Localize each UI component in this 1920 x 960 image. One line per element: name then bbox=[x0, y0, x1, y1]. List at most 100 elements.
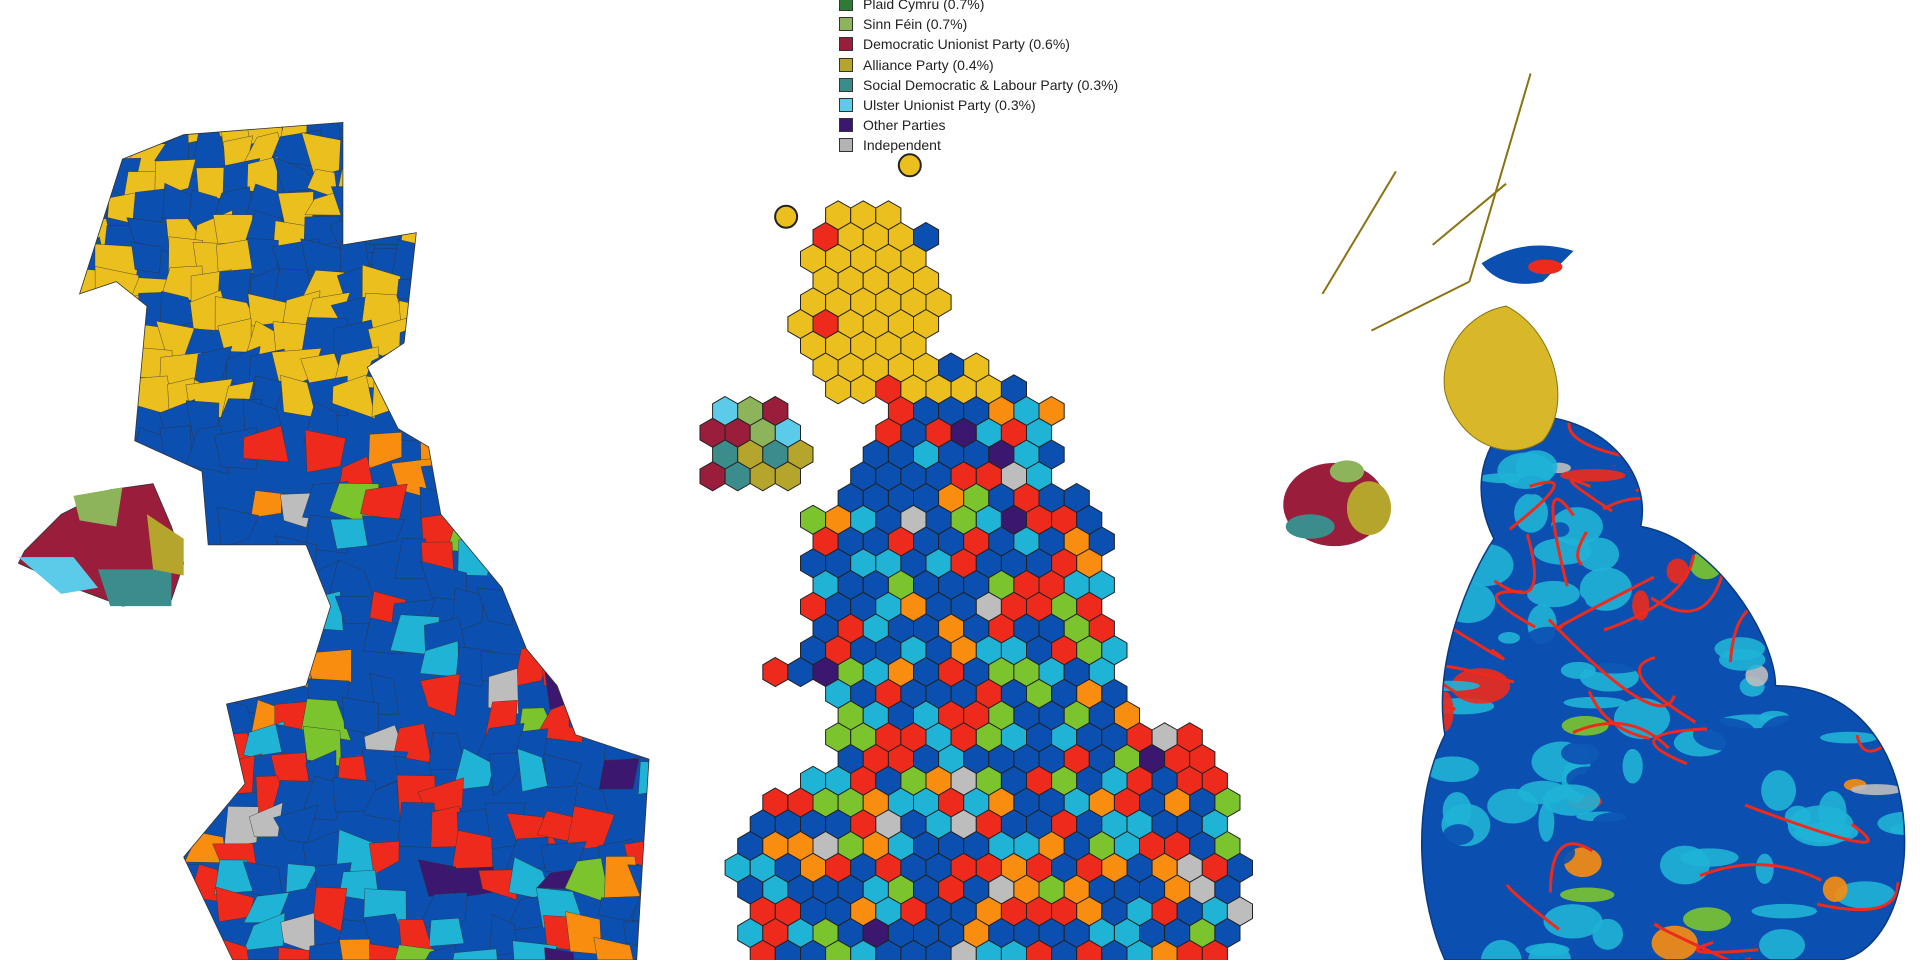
constituency bbox=[539, 265, 580, 305]
constituency bbox=[188, 544, 229, 579]
legend-label: Sinn Féin (0.7%) bbox=[863, 16, 968, 33]
blob bbox=[1579, 567, 1632, 611]
blob bbox=[1613, 698, 1671, 740]
constituency bbox=[397, 801, 439, 848]
constituency bbox=[456, 459, 499, 496]
constituency bbox=[107, 668, 134, 710]
constituency bbox=[131, 241, 162, 274]
legend-swatch bbox=[839, 77, 853, 92]
constituency bbox=[476, 587, 514, 626]
constituency bbox=[520, 540, 553, 570]
constituency bbox=[540, 599, 571, 630]
constituency bbox=[488, 752, 528, 797]
blob bbox=[1518, 780, 1569, 805]
constituency bbox=[572, 425, 604, 467]
blob bbox=[1906, 438, 1920, 459]
blob bbox=[1721, 415, 1763, 437]
scotland-bulb bbox=[1443, 305, 1559, 451]
constituency bbox=[154, 806, 196, 848]
constituency bbox=[604, 724, 644, 763]
constituency bbox=[155, 654, 200, 676]
ni-part bbox=[98, 569, 172, 607]
blob bbox=[1759, 715, 1812, 759]
constituency bbox=[79, 700, 109, 733]
constituency bbox=[541, 220, 585, 258]
constituency bbox=[601, 640, 636, 688]
constituency bbox=[422, 344, 468, 393]
constituency bbox=[337, 168, 378, 194]
constituency bbox=[505, 265, 550, 306]
constituency bbox=[541, 488, 577, 519]
constituency bbox=[98, 894, 142, 932]
constituency bbox=[276, 619, 318, 662]
constituency bbox=[242, 425, 289, 463]
constituency bbox=[191, 942, 223, 960]
blob bbox=[1759, 929, 1806, 960]
legend-swatch bbox=[839, 57, 853, 72]
red-seam bbox=[1885, 442, 1905, 485]
constituency bbox=[509, 250, 548, 276]
constituency bbox=[603, 669, 644, 704]
constituency bbox=[94, 398, 138, 440]
blob bbox=[1788, 641, 1830, 669]
constituency bbox=[572, 266, 615, 312]
constituency bbox=[624, 506, 650, 553]
constituency bbox=[454, 169, 497, 198]
constituency bbox=[250, 490, 282, 519]
constituency bbox=[79, 379, 109, 412]
constituency bbox=[487, 122, 521, 146]
constituency bbox=[159, 425, 192, 467]
constituency bbox=[510, 378, 552, 413]
constituency bbox=[193, 705, 225, 742]
legend-item: Ulster Unionist Party (0.3%) bbox=[839, 95, 1118, 115]
legend-swatch bbox=[839, 118, 853, 133]
constituency bbox=[631, 122, 650, 150]
blob bbox=[1669, 478, 1716, 513]
constituency bbox=[194, 673, 232, 715]
constituency bbox=[79, 882, 107, 929]
blob bbox=[1666, 558, 1689, 584]
blob bbox=[1899, 718, 1905, 731]
constituency bbox=[537, 158, 581, 203]
constituency bbox=[421, 142, 466, 172]
constituency bbox=[449, 194, 493, 230]
constituency bbox=[95, 323, 141, 364]
highlands bbox=[1481, 245, 1574, 284]
constituency bbox=[570, 357, 610, 389]
constituency bbox=[361, 122, 410, 149]
blob bbox=[1560, 469, 1626, 482]
constituency bbox=[567, 293, 614, 327]
constituency bbox=[79, 839, 115, 871]
constituency bbox=[79, 353, 105, 389]
red-seam bbox=[1637, 656, 1697, 724]
constituency bbox=[564, 484, 617, 517]
constituency bbox=[79, 325, 116, 353]
blob bbox=[1715, 415, 1748, 425]
constituency bbox=[446, 122, 493, 151]
constituency bbox=[539, 380, 587, 416]
blob bbox=[1903, 822, 1905, 859]
constituency bbox=[570, 209, 601, 252]
ni-part bbox=[146, 514, 184, 576]
constituency bbox=[514, 122, 543, 146]
blob bbox=[1571, 595, 1588, 623]
blob bbox=[1560, 661, 1596, 679]
constituency bbox=[79, 169, 109, 203]
constituency bbox=[425, 318, 459, 354]
blob bbox=[1421, 507, 1435, 543]
red-seam bbox=[1292, 849, 1411, 897]
constituency bbox=[94, 616, 145, 662]
constituency bbox=[537, 183, 581, 229]
blob bbox=[1502, 914, 1536, 936]
legend-swatch bbox=[839, 17, 853, 32]
constituency bbox=[633, 165, 650, 203]
blob bbox=[1421, 535, 1431, 570]
blob bbox=[1577, 537, 1620, 572]
constituency bbox=[124, 803, 171, 838]
constituency bbox=[133, 915, 170, 958]
outline bbox=[78, 121, 650, 960]
blob bbox=[1435, 691, 1454, 732]
blob bbox=[1761, 770, 1796, 811]
constituency bbox=[423, 248, 465, 280]
constituency bbox=[242, 398, 283, 437]
